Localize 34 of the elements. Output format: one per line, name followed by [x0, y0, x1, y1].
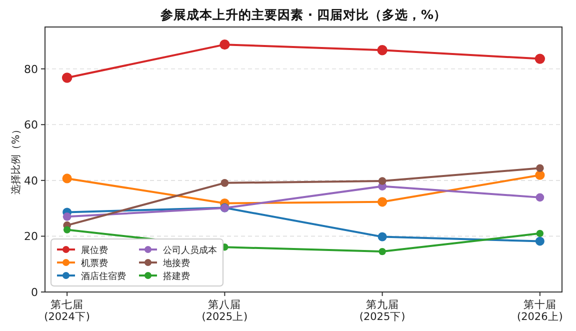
chart-title: 参展成本上升的主要因素 · 四届对比（多选，%） [160, 7, 446, 22]
point [378, 248, 386, 256]
y-axis-title: 选择比例（%） [10, 124, 22, 194]
x-tick-label: 第九届 (2025下) [359, 298, 406, 323]
legend-label: 公司人员成本 [163, 245, 217, 256]
point [536, 164, 544, 172]
legend-label: 地接费 [162, 258, 190, 269]
y-tick-label: 80 [24, 62, 38, 76]
y-tick-label: 20 [24, 230, 38, 244]
legend-label: 展位费 [81, 245, 108, 256]
point [377, 45, 388, 56]
point [534, 54, 546, 64]
y-tick-label: 0 [31, 286, 38, 299]
point [62, 174, 72, 184]
x-tick-label: 第八届 (2025上) [202, 299, 248, 323]
point [378, 232, 387, 242]
point [62, 212, 72, 221]
point [220, 39, 230, 50]
point [535, 236, 544, 246]
x-tick-label: 第十届 (2026上) [516, 298, 563, 323]
point [536, 193, 544, 202]
point [536, 230, 544, 238]
legend-label: 搭建费 [163, 271, 190, 282]
legend-label: 机票费 [81, 258, 108, 269]
point [535, 170, 545, 180]
legend-label: 酒店住宿费 [81, 271, 126, 282]
point [63, 226, 71, 234]
point [220, 179, 229, 187]
point [378, 177, 386, 185]
point [62, 72, 72, 83]
point [378, 197, 388, 207]
x-tick-label: 第七届 (2024下) [44, 298, 90, 323]
y-tick-label: 40 [24, 174, 38, 188]
y-tick-label: 60 [24, 118, 38, 132]
